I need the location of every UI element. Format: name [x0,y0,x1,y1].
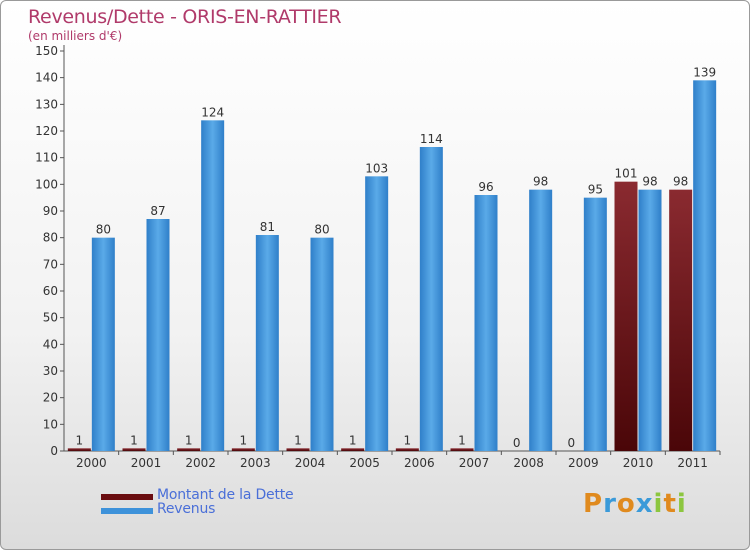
y-tick-label: 80 [43,231,58,245]
x-tick-label: 2011 [677,456,708,470]
data-label-revenue: 114 [420,132,443,146]
bar-debt [286,448,310,451]
logo-letter: o [616,489,636,519]
data-label-revenue: 95 [588,183,603,197]
logo-letter: r [603,489,617,519]
y-tick-label: 10 [43,417,58,431]
data-label-debt: 0 [513,436,521,450]
bar-revenue [201,120,225,451]
bar-debt [177,448,201,451]
x-tick-label: 2006 [404,456,435,470]
legend-label-revenue: Revenus [157,501,216,517]
data-label-debt: 98 [673,175,688,189]
bar-revenue [474,195,498,451]
bar-revenue [365,176,389,452]
legend-swatch-debt [101,494,153,500]
bar-debt [341,448,365,451]
bar-debt [122,448,146,451]
bar-revenue [638,189,662,451]
y-tick-label: 110 [35,151,58,165]
y-tick-label: 0 [50,444,58,458]
x-tick-label: 2008 [513,456,544,470]
data-label-revenue: 80 [314,223,329,237]
bar-debt [450,448,474,451]
logo-letter: t [663,489,677,519]
y-tick-label: 130 [35,97,58,111]
bar-revenue [91,237,115,451]
bar-debt [395,448,419,451]
legend-label-debt: Montant de la Dette [157,487,294,503]
y-tick-label: 50 [43,311,58,325]
bar-revenue [583,197,607,451]
data-label-debt: 1 [185,433,193,447]
bar-revenue [146,219,170,451]
data-label-revenue: 87 [150,204,165,218]
y-tick-label: 100 [35,177,58,191]
logo-letter: i [653,489,664,519]
bar-debt [614,181,638,451]
data-label-revenue: 98 [642,175,657,189]
chart-subtitle: (en milliers d'€) [28,29,123,43]
data-label-revenue: 80 [96,223,111,237]
data-label-debt: 1 [349,433,357,447]
data-label-revenue: 98 [533,175,548,189]
data-label-debt: 1 [294,433,302,447]
logo-letter: i [676,489,687,519]
data-label-debt: 0 [568,436,576,450]
data-label-revenue: 96 [478,180,493,194]
bar-revenue [255,235,279,451]
y-tick-label: 60 [43,284,58,298]
x-tick-label: 2010 [623,456,654,470]
data-label-debt: 1 [404,433,412,447]
y-tick-label: 30 [43,364,58,378]
data-label-debt: 1 [240,433,248,447]
chart-title: Revenus/Dette - ORIS-EN-RATTIER [28,6,342,28]
x-tick-label: 2007 [459,456,490,470]
data-label-revenue: 124 [201,105,224,119]
x-tick-label: 2005 [349,456,380,470]
y-tick-label: 150 [35,44,58,58]
y-tick-label: 120 [35,124,58,138]
data-label-debt: 101 [615,167,638,181]
x-tick-label: 2000 [76,456,107,470]
y-tick-label: 140 [35,71,58,85]
legend-swatch-revenue [101,508,153,514]
y-tick-label: 20 [43,391,58,405]
bar-debt [231,448,255,451]
bar-revenue [693,80,717,451]
bar-revenue [310,237,334,451]
logo-letter: x [635,489,654,519]
bar-debt [669,189,693,451]
bar-revenue [419,147,443,451]
y-tick-label: 70 [43,257,58,271]
logo-letter: P [583,489,604,519]
x-tick-label: 2002 [185,456,216,470]
data-label-revenue: 139 [693,65,716,79]
data-label-debt: 1 [130,433,138,447]
bar-revenue [529,189,553,451]
x-tick-label: 2009 [568,456,599,470]
proxiti-logo: Proxiti [583,489,687,519]
x-tick-label: 2004 [295,456,326,470]
data-label-revenue: 103 [365,161,388,175]
data-label-debt: 1 [76,433,84,447]
y-tick-label: 90 [43,204,58,218]
data-label-revenue: 81 [260,220,275,234]
bar-debt [67,448,91,451]
y-tick-label: 40 [43,337,58,351]
x-tick-label: 2003 [240,456,271,470]
x-tick-label: 2001 [131,456,162,470]
data-label-debt: 1 [458,433,466,447]
